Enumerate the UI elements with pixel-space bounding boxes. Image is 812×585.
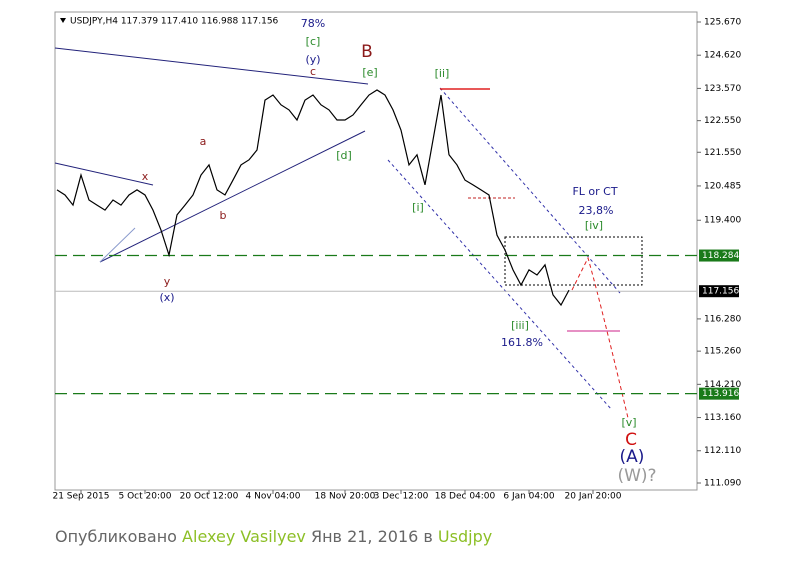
y-tick-label: 120.485 — [704, 181, 741, 191]
footer-text: Опубликовано — [55, 527, 183, 546]
wave-label: 78% — [301, 17, 325, 30]
y-tick-label: 125.670 — [704, 18, 741, 28]
wave-label: [c] — [306, 35, 321, 48]
channel-line — [387, 159, 613, 411]
x-tick-label: 18 Dec 04:00 — [435, 492, 496, 502]
y-tick-label: 112.110 — [704, 446, 741, 456]
level-label-box — [699, 249, 739, 262]
author-link[interactable]: Alexey Vasilyev — [182, 527, 306, 546]
y-tick-label: 114.210 — [704, 380, 741, 390]
wave-label: C — [625, 430, 637, 450]
projection — [571, 256, 629, 419]
x-tick-label: 21 Sep 2015 — [52, 492, 109, 502]
wave-label: (x) — [159, 291, 174, 304]
trend-line — [54, 162, 154, 186]
x-tick-label: 6 Jan 04:00 — [503, 492, 555, 502]
y-tick-label: 122.550 — [704, 116, 741, 126]
x-tick-label: 20 Oct 12:00 — [180, 492, 239, 502]
y-tick-label: 113.160 — [704, 413, 741, 423]
wave-label: y — [164, 275, 171, 288]
y-tick-label: 111.090 — [704, 479, 741, 489]
wave-label: FL or CT — [572, 185, 617, 198]
wave-label: [ii] — [435, 67, 450, 80]
symbol-link[interactable]: Usdjpy — [437, 527, 493, 546]
wave-label: x — [142, 170, 149, 183]
chart: USDJPY,H4 117.379 117.410 116.988 117.15… — [52, 11, 741, 502]
plot-frame — [54, 11, 698, 491]
wave-label: 23,8% — [579, 204, 614, 217]
x-tick-label: 20 Jan 20:00 — [565, 492, 622, 502]
chart-title: USDJPY,H4 117.379 117.410 116.988 117.15… — [70, 17, 279, 27]
level-label: 117.156 — [702, 287, 739, 297]
wave-label: c — [310, 65, 316, 78]
wave-label: (A) — [620, 447, 645, 467]
wave-label: [iv] — [585, 219, 603, 232]
wave-label: [i] — [412, 201, 424, 214]
trend-line — [54, 47, 369, 85]
level-label-box — [699, 285, 739, 298]
symbol-marker — [60, 18, 66, 23]
wave-label: (W)? — [617, 466, 656, 486]
wave-label: B — [361, 42, 373, 62]
x-tick-label: 4 Nov 04:00 — [246, 492, 301, 502]
y-tick-label: 123.570 — [704, 84, 741, 94]
wave-label: b — [220, 209, 227, 222]
price-line — [56, 89, 570, 307]
wave-label: [iii] — [511, 319, 529, 332]
x-tick-label: 5 Oct 20:00 — [119, 492, 172, 502]
x-tick-label: 18 Nov 20:00 — [315, 492, 376, 502]
trend-line — [99, 227, 136, 263]
level-label-box — [699, 387, 739, 400]
y-tick-label: 124.620 — [704, 51, 741, 61]
wave-label: (y) — [305, 53, 320, 66]
wave-label: [e] — [362, 66, 377, 79]
wave-label: [d] — [336, 149, 352, 162]
y-tick-label: 115.260 — [704, 347, 741, 357]
wave-label: a — [200, 135, 207, 148]
y-tick-label: 119.400 — [704, 216, 741, 226]
level-label: 113.916 — [702, 389, 739, 399]
wave-label: 161.8% — [501, 336, 543, 349]
trend-line — [99, 130, 366, 263]
x-tick-label: 3 Dec 12:00 — [374, 492, 429, 502]
wave-label: [v] — [621, 416, 636, 429]
level-label: 118.284 — [702, 251, 739, 261]
y-tick-label: 116.280 — [704, 314, 741, 324]
drawings — [54, 47, 643, 419]
y-tick-label: 121.550 — [704, 148, 741, 158]
zone-box — [504, 236, 643, 286]
footer-text: Янв 21, 2016 в — [305, 527, 438, 546]
footer: Опубликовано Alexey Vasilyev Янв 21, 201… — [55, 527, 492, 546]
